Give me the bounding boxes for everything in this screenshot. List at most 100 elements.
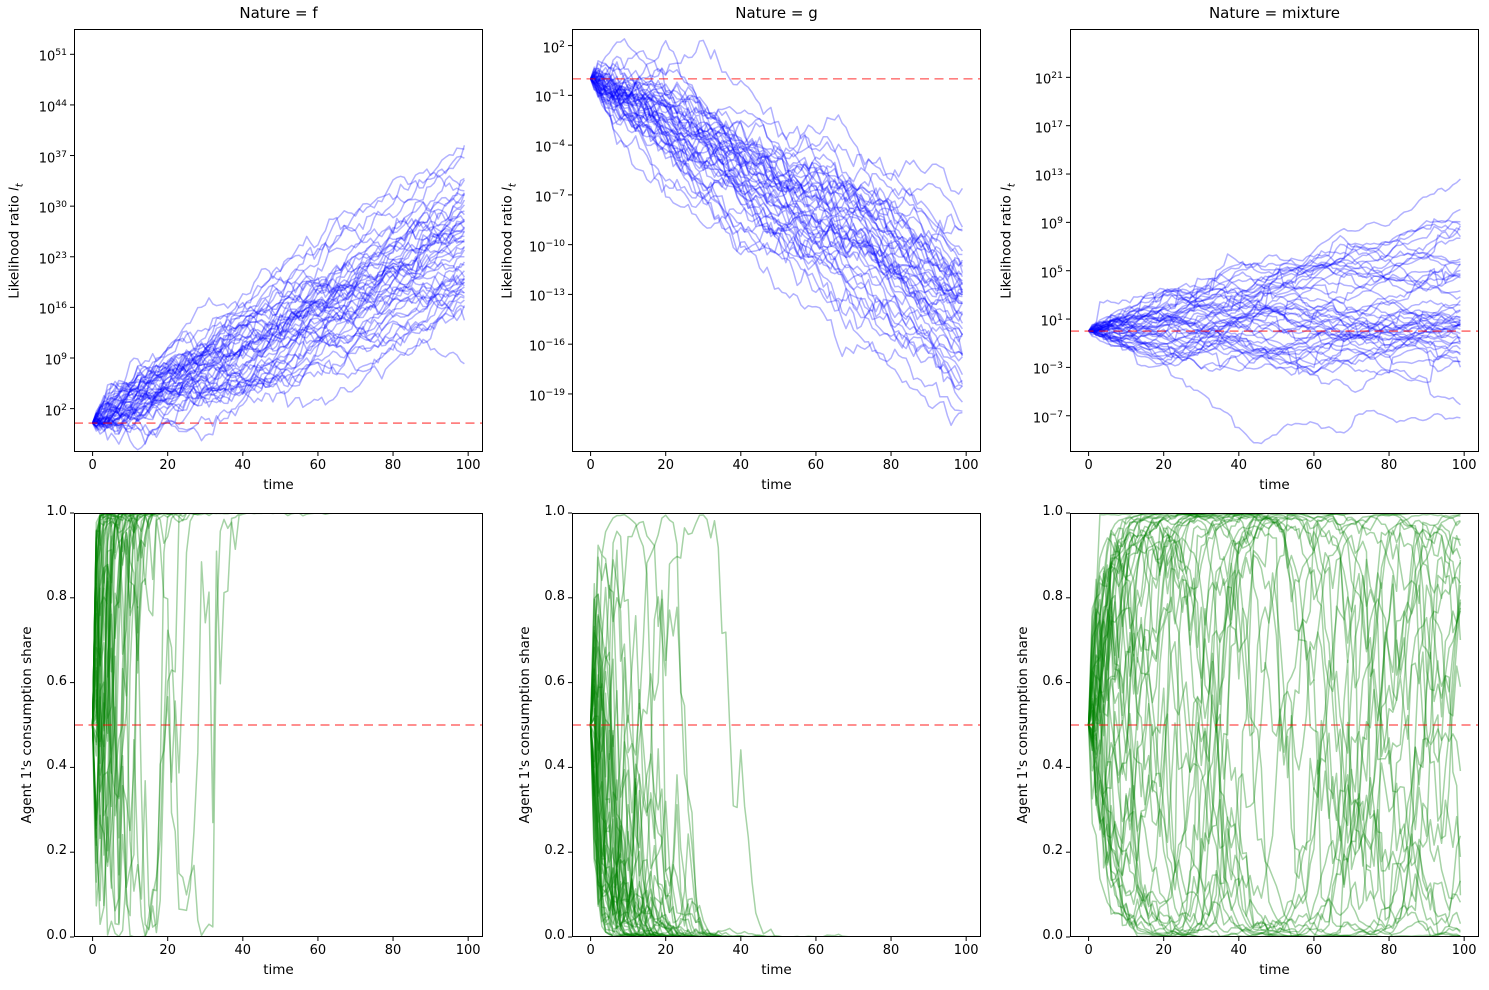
simulation-path-line <box>91 513 465 867</box>
simulation-path-line <box>589 717 963 937</box>
y-axis-label-subscript: t <box>14 182 26 187</box>
simulation-path-line <box>589 684 963 937</box>
sample-paths <box>1087 178 1462 445</box>
simulation-path-line <box>1088 238 1461 356</box>
simulation-path-line <box>92 199 466 425</box>
y-tick-label: 1023 <box>38 249 67 268</box>
simulation-path-line <box>589 651 963 937</box>
y-axis-label-var: l <box>998 186 1015 191</box>
simulation-path-line <box>590 78 964 357</box>
simulation-path-line <box>589 78 963 391</box>
simulation-path-line <box>92 145 466 424</box>
simulation-path-line <box>1088 250 1461 332</box>
axes-share-nature-f <box>70 512 483 941</box>
simulation-path-line <box>589 514 963 937</box>
simulation-path-line <box>1087 515 1462 937</box>
simulation-path-line <box>589 724 963 937</box>
simulation-path-line <box>91 513 465 743</box>
simulation-path-line <box>92 192 465 435</box>
x-tick-label: 100 <box>455 943 481 958</box>
x-axis-label-time: time <box>761 962 792 978</box>
x-tick-label: 80 <box>882 943 900 958</box>
x-tick-label: 20 <box>657 458 674 473</box>
simulation-path-line <box>589 556 963 937</box>
y-tick-label: 10−7 <box>1032 408 1063 427</box>
x-tick-label: 0 <box>586 943 595 958</box>
y-tick-label: 0.0 <box>1042 928 1063 943</box>
y-tick-label: 0.8 <box>544 588 565 604</box>
y-tick-label: 10−16 <box>528 337 565 355</box>
simulation-path-line <box>1087 513 1461 754</box>
simulation-path-line <box>1088 329 1461 384</box>
simulation-path-line <box>589 71 964 284</box>
axes-likelihood-nature-f <box>70 29 483 456</box>
subplot-title-nature-g: Nature = g <box>735 4 818 22</box>
x-tick-label: 40 <box>1230 458 1248 473</box>
simulation-path-line <box>589 684 963 937</box>
sample-paths <box>589 513 963 937</box>
simulation-path-line <box>590 75 963 235</box>
axes-spines <box>1070 29 1479 452</box>
x-tick-label: 40 <box>732 458 750 473</box>
y-axis-label-likelihood-ratio: Likelihood ratio lt <box>7 183 26 299</box>
y-tick-label: 1016 <box>38 300 67 318</box>
y-tick-label: 101 <box>1040 312 1063 330</box>
simulation-path-line <box>1087 513 1462 930</box>
simulation-path-line <box>92 174 465 425</box>
simulation-path-line <box>1088 269 1461 332</box>
simulation-path-line <box>1088 267 1461 333</box>
simulation-path-line <box>1088 297 1461 351</box>
y-tick-label: 1021 <box>1034 70 1063 88</box>
simulation-path-line <box>92 286 465 424</box>
simulation-path-line <box>590 78 963 388</box>
x-tick-label: 20 <box>159 943 176 958</box>
x-tick-label: 80 <box>384 458 402 473</box>
subplot-title-nature-mixture: Nature = mixture <box>1208 4 1341 22</box>
simulation-path-line <box>91 513 465 937</box>
simulation-path-line <box>1088 253 1461 338</box>
simulation-path-line <box>1088 313 1461 353</box>
y-tick-label: 0.4 <box>46 758 67 774</box>
simulation-path-line <box>91 208 466 424</box>
simulation-path-line <box>1088 280 1461 335</box>
simulation-path-line <box>589 582 963 937</box>
x-tick-label: 80 <box>1380 458 1398 473</box>
x-tick-label: 40 <box>234 943 252 958</box>
y-tick-label: 1013 <box>1034 167 1063 185</box>
axes-share-nature-mixture <box>1066 512 1479 941</box>
simulation-path-line <box>589 724 963 937</box>
simulation-path-line <box>590 69 963 315</box>
x-tick-label: 60 <box>1305 943 1323 958</box>
y-tick-label: 1017 <box>1034 118 1063 136</box>
subplot-title-nature-f: Nature = f <box>239 4 318 22</box>
simulation-path-line <box>91 513 465 839</box>
x-axis-label-time: time <box>1259 477 1290 493</box>
simulation-path-line <box>590 78 963 427</box>
simulation-path-line <box>1087 537 1461 937</box>
simulation-path-line <box>91 234 465 429</box>
simulation-path-line <box>589 646 963 937</box>
y-tick-label: 1.0 <box>46 504 67 519</box>
x-axis-label-time: time <box>263 962 294 978</box>
x-axis-label-time: time <box>263 477 294 493</box>
simulation-path-line <box>92 281 465 445</box>
simulation-path-line <box>92 210 465 426</box>
simulation-path-line <box>1088 321 1461 406</box>
simulation-path-line <box>91 513 465 864</box>
y-axis-label-consumption-share: Agent 1's consumption share <box>1015 626 1031 824</box>
simulation-path-line <box>1087 514 1461 937</box>
y-tick-label: 102 <box>542 38 565 56</box>
x-tick-label: 0 <box>88 943 97 958</box>
simulation-path-line <box>1087 613 1461 937</box>
simulation-path-line <box>1088 289 1461 361</box>
simulation-path-line <box>589 724 963 937</box>
simulation-path-line <box>590 77 963 303</box>
simulation-path-line <box>91 270 465 424</box>
y-axis-label-likelihood-ratio: Likelihood ratio lt <box>500 183 519 299</box>
simulation-path-line <box>589 70 964 324</box>
simulation-path-line <box>589 613 963 937</box>
simulation-path-line <box>1088 259 1461 332</box>
simulation-path-line <box>1087 513 1461 800</box>
simulation-path-line <box>1088 324 1461 445</box>
simulation-path-line <box>1088 310 1461 354</box>
